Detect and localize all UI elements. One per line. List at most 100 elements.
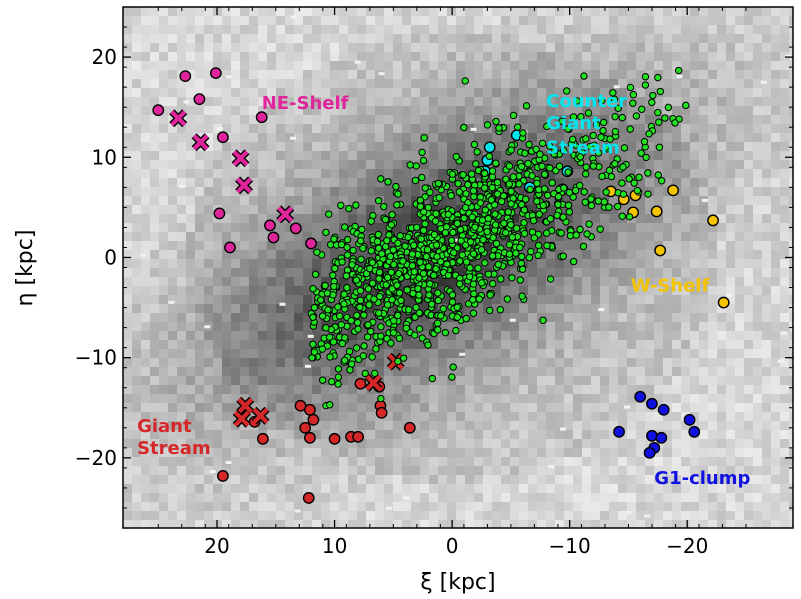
density-cell xyxy=(528,124,538,134)
density-cell xyxy=(753,349,763,359)
density-cell xyxy=(312,169,322,179)
green-point xyxy=(565,208,574,216)
density-cell xyxy=(762,475,772,485)
density-cell xyxy=(672,448,682,458)
density-cell xyxy=(717,250,727,260)
density-cell xyxy=(564,34,574,44)
density-cell xyxy=(150,475,160,485)
density-cell xyxy=(771,439,781,449)
density-cell xyxy=(375,16,385,26)
density-cell xyxy=(528,286,538,296)
density-cell xyxy=(600,25,610,35)
green-point xyxy=(418,173,426,182)
density-cell xyxy=(402,502,412,512)
density-cell xyxy=(699,34,709,44)
density-cell xyxy=(645,349,655,359)
density-cell xyxy=(582,214,592,224)
density-cell xyxy=(222,376,232,386)
data-point xyxy=(307,413,320,426)
density-cell xyxy=(636,367,646,377)
density-cell xyxy=(339,349,349,359)
density-cell xyxy=(591,7,601,17)
density-cell xyxy=(267,70,277,80)
density-cell xyxy=(510,61,520,71)
density-cell xyxy=(537,448,547,458)
density-cell xyxy=(132,151,142,161)
density-cell xyxy=(555,295,565,305)
density-cell xyxy=(528,241,538,251)
density-cell xyxy=(654,25,664,35)
density-cell xyxy=(294,52,304,62)
density-cell xyxy=(366,187,376,197)
density-cell xyxy=(780,16,790,26)
density-cell xyxy=(231,70,241,80)
density-cell xyxy=(609,466,619,476)
density-cell xyxy=(510,115,520,125)
density-cell xyxy=(780,43,790,53)
density-cell xyxy=(681,169,691,179)
density-cell xyxy=(483,7,493,17)
density-cell xyxy=(447,52,457,62)
density-cell xyxy=(501,448,511,458)
density-cell xyxy=(708,223,718,233)
density-cell xyxy=(654,457,664,467)
density-cell xyxy=(780,97,790,107)
density-cell xyxy=(474,124,484,134)
density-cell xyxy=(600,376,610,386)
density-cell xyxy=(708,511,718,521)
density-cell xyxy=(663,151,673,161)
density-cell xyxy=(753,313,763,323)
density-cell xyxy=(330,151,340,161)
density-cell xyxy=(681,133,691,143)
density-cell xyxy=(249,484,259,494)
density-cell xyxy=(699,421,709,431)
density-cell xyxy=(303,358,313,368)
density-cell xyxy=(762,340,772,350)
density-cell xyxy=(618,475,628,485)
density-cell xyxy=(348,205,358,215)
density-cell xyxy=(789,376,793,386)
density-cell xyxy=(645,358,655,368)
density-cell xyxy=(213,349,223,359)
density-cell xyxy=(699,439,709,449)
density-cell xyxy=(627,106,637,116)
density-cell xyxy=(645,196,655,206)
density-cell xyxy=(150,376,160,386)
density-cell xyxy=(717,70,727,80)
density-cell xyxy=(789,340,793,350)
density-cell xyxy=(771,52,781,62)
density-cell xyxy=(438,493,448,503)
density-cell xyxy=(204,268,214,278)
density-cell xyxy=(627,241,637,251)
density-cell xyxy=(681,124,691,134)
density-cell xyxy=(141,421,151,431)
density-cell xyxy=(384,187,394,197)
density-cell xyxy=(177,268,187,278)
density-cell xyxy=(141,25,151,35)
density-cell xyxy=(753,376,763,386)
density-cell xyxy=(285,448,295,458)
density-cell xyxy=(456,403,466,413)
density-cell xyxy=(672,322,682,332)
density-cell xyxy=(528,340,538,350)
density-cell xyxy=(465,25,475,35)
density-cell xyxy=(195,169,205,179)
density-cell xyxy=(312,439,322,449)
density-cell xyxy=(213,493,223,503)
density-cell xyxy=(186,187,196,197)
density-cell xyxy=(303,124,313,134)
density-cell xyxy=(222,70,232,80)
density-cell xyxy=(186,493,196,503)
density-cell xyxy=(159,313,169,323)
density-cell xyxy=(222,223,232,233)
density-cell xyxy=(699,52,709,62)
density-cell xyxy=(456,79,466,89)
density-cell xyxy=(312,448,322,458)
density-cell xyxy=(249,16,259,26)
density-cell xyxy=(726,241,736,251)
density-cell xyxy=(519,97,529,107)
density-cell xyxy=(213,160,223,170)
density-cell xyxy=(204,325,211,329)
density-cell xyxy=(123,520,133,528)
density-cell xyxy=(393,385,403,395)
